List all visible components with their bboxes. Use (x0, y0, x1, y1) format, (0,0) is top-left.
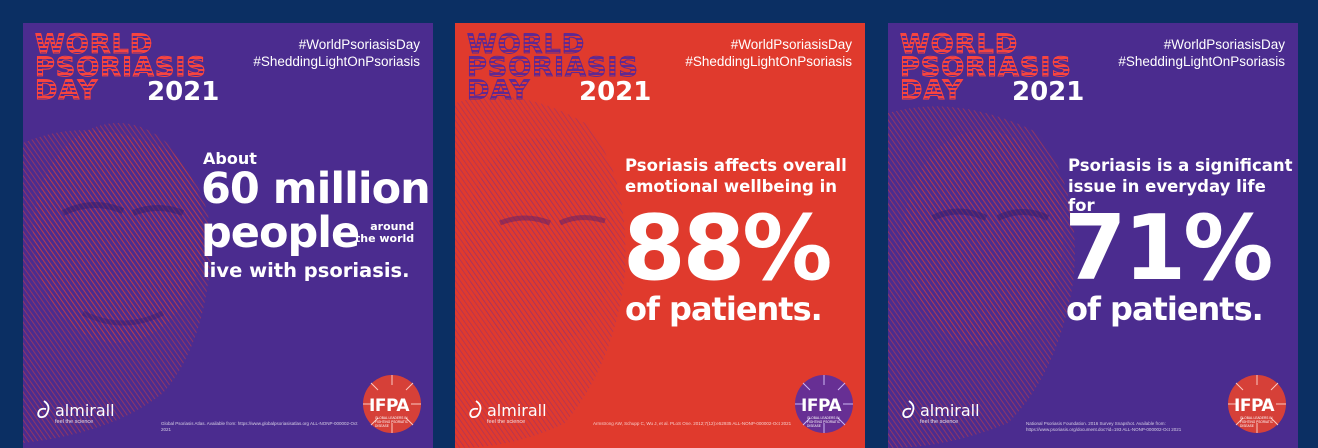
ifpa-logo[interactable]: IFPA GLOBAL LEADERS IN FIGHTING PSORIATI… (361, 373, 423, 435)
poster-card-88-percent[interactable]: WORLD PSORIASIS DAY 2021 #WorldPsoriasis… (455, 23, 865, 448)
headline-about: About (203, 149, 257, 168)
brand-tagline: feel the science (487, 419, 526, 425)
portrait-halftone-man (23, 23, 433, 448)
ifpa-name: IFPA (1234, 396, 1275, 416)
ifpa-name: IFPA (369, 396, 410, 416)
logo-line-day: DAY (35, 77, 225, 105)
ifpa-sunburst-icon (795, 375, 853, 433)
ifpa-subtitle: GLOBAL LEADERS IN FIGHTING PSORIATIC DIS… (807, 416, 841, 428)
world-psoriasis-day-logo: WORLD PSORIASIS DAY 2021 (900, 31, 1090, 107)
almirall-brand[interactable]: almirall feel the science (469, 397, 564, 427)
brand-tagline: feel the science (55, 419, 94, 425)
brand-tagline: feel the science (920, 419, 959, 425)
source-citation: National Psoriasis Foundation. 2016 Surv… (1026, 421, 1182, 432)
ifpa-sunburst-icon (363, 375, 421, 433)
poster-card-60-million[interactable]: WORLD PSORIASIS DAY 2021 #WorldPsoriasis… (23, 23, 433, 448)
hashtag-shedding-light[interactable]: #SheddingLightOnPsoriasis (685, 54, 852, 69)
logo-line-day: DAY (900, 77, 1090, 105)
source-citation: Armstrong AW, Schupp C, Wu J, et al. PLo… (593, 421, 792, 426)
portrait-halftone-woman (455, 23, 865, 448)
ifpa-subtitle: GLOBAL LEADERS IN FIGHTING PSORIATIC DIS… (375, 416, 409, 428)
headline-percent: 71% (1064, 196, 1273, 301)
logo-line-world: WORLD (467, 31, 657, 59)
brand-name: almirall (920, 401, 980, 420)
logo-line-day: DAY (467, 77, 657, 105)
portrait-halftone-woman-older (888, 23, 1298, 448)
logo-year: 2021 (579, 77, 652, 107)
hashtags: #WorldPsoriasisDay #SheddingLightOnPsori… (685, 36, 852, 70)
headline-people: people (201, 208, 360, 258)
ifpa-sunburst-icon (1228, 375, 1286, 433)
ifpa-name: IFPA (801, 396, 842, 416)
almirall-logo-icon (37, 400, 50, 419)
headline-line-2: emotional wellbeing in (625, 177, 837, 196)
poster-card-71-percent[interactable]: WORLD PSORIASIS DAY 2021 #WorldPsoriasis… (888, 23, 1298, 448)
hashtags: #WorldPsoriasisDay #SheddingLightOnPsori… (253, 36, 420, 70)
logo-line-world: WORLD (900, 31, 1090, 59)
brand-name: almirall (487, 401, 547, 420)
logo-line-psoriasis: PSORIASIS (467, 54, 657, 82)
headline-around-the-world: around the world (355, 221, 414, 245)
world-psoriasis-day-logo: WORLD PSORIASIS DAY 2021 (467, 31, 657, 107)
headline-live-with-psoriasis: live with psoriasis. (203, 259, 410, 282)
headline-the-world: the world (355, 232, 415, 245)
headline-line-1: Psoriasis is a significant (1068, 156, 1293, 175)
logo-line-world: WORLD (35, 31, 225, 59)
ifpa-logo[interactable]: IFPA GLOBAL LEADERS IN FIGHTING PSORIATI… (1226, 373, 1288, 435)
headline-line-1: Psoriasis affects overall (625, 156, 847, 175)
almirall-logo-icon (902, 400, 915, 419)
almirall-logo-icon (469, 400, 482, 419)
headline-around: around (370, 220, 415, 233)
brand-name: almirall (55, 401, 115, 420)
hashtags: #WorldPsoriasisDay #SheddingLightOnPsori… (1118, 36, 1285, 70)
ifpa-subtitle: GLOBAL LEADERS IN FIGHTING PSORIATIC DIS… (1240, 416, 1274, 428)
headline-percent: 88% (623, 196, 832, 301)
headline-of-patients: of patients. (625, 290, 823, 328)
hashtag-world-psoriasis-day[interactable]: #WorldPsoriasisDay (730, 37, 852, 52)
hashtag-shedding-light[interactable]: #SheddingLightOnPsoriasis (253, 54, 420, 69)
logo-line-psoriasis: PSORIASIS (900, 54, 1090, 82)
hashtag-world-psoriasis-day[interactable]: #WorldPsoriasisDay (298, 37, 420, 52)
hashtag-shedding-light[interactable]: #SheddingLightOnPsoriasis (1118, 54, 1285, 69)
almirall-brand[interactable]: almirall feel the science (902, 397, 997, 427)
source-citation: Global Psoriasis Atlas. Available from: … (161, 421, 358, 432)
logo-year: 2021 (1012, 77, 1085, 107)
ifpa-logo[interactable]: IFPA GLOBAL LEADERS IN FIGHTING PSORIATI… (793, 373, 855, 435)
hashtag-world-psoriasis-day[interactable]: #WorldPsoriasisDay (1163, 37, 1285, 52)
headline-line-2: issue in everyday life for (1068, 177, 1266, 215)
almirall-brand[interactable]: almirall feel the science (37, 397, 132, 427)
headline-of-patients: of patients. (1066, 290, 1264, 328)
logo-year: 2021 (147, 77, 220, 107)
world-psoriasis-day-logo: WORLD PSORIASIS DAY 2021 (35, 31, 225, 107)
headline-60-million: 60 million (201, 164, 431, 214)
logo-line-psoriasis: PSORIASIS (35, 54, 225, 82)
